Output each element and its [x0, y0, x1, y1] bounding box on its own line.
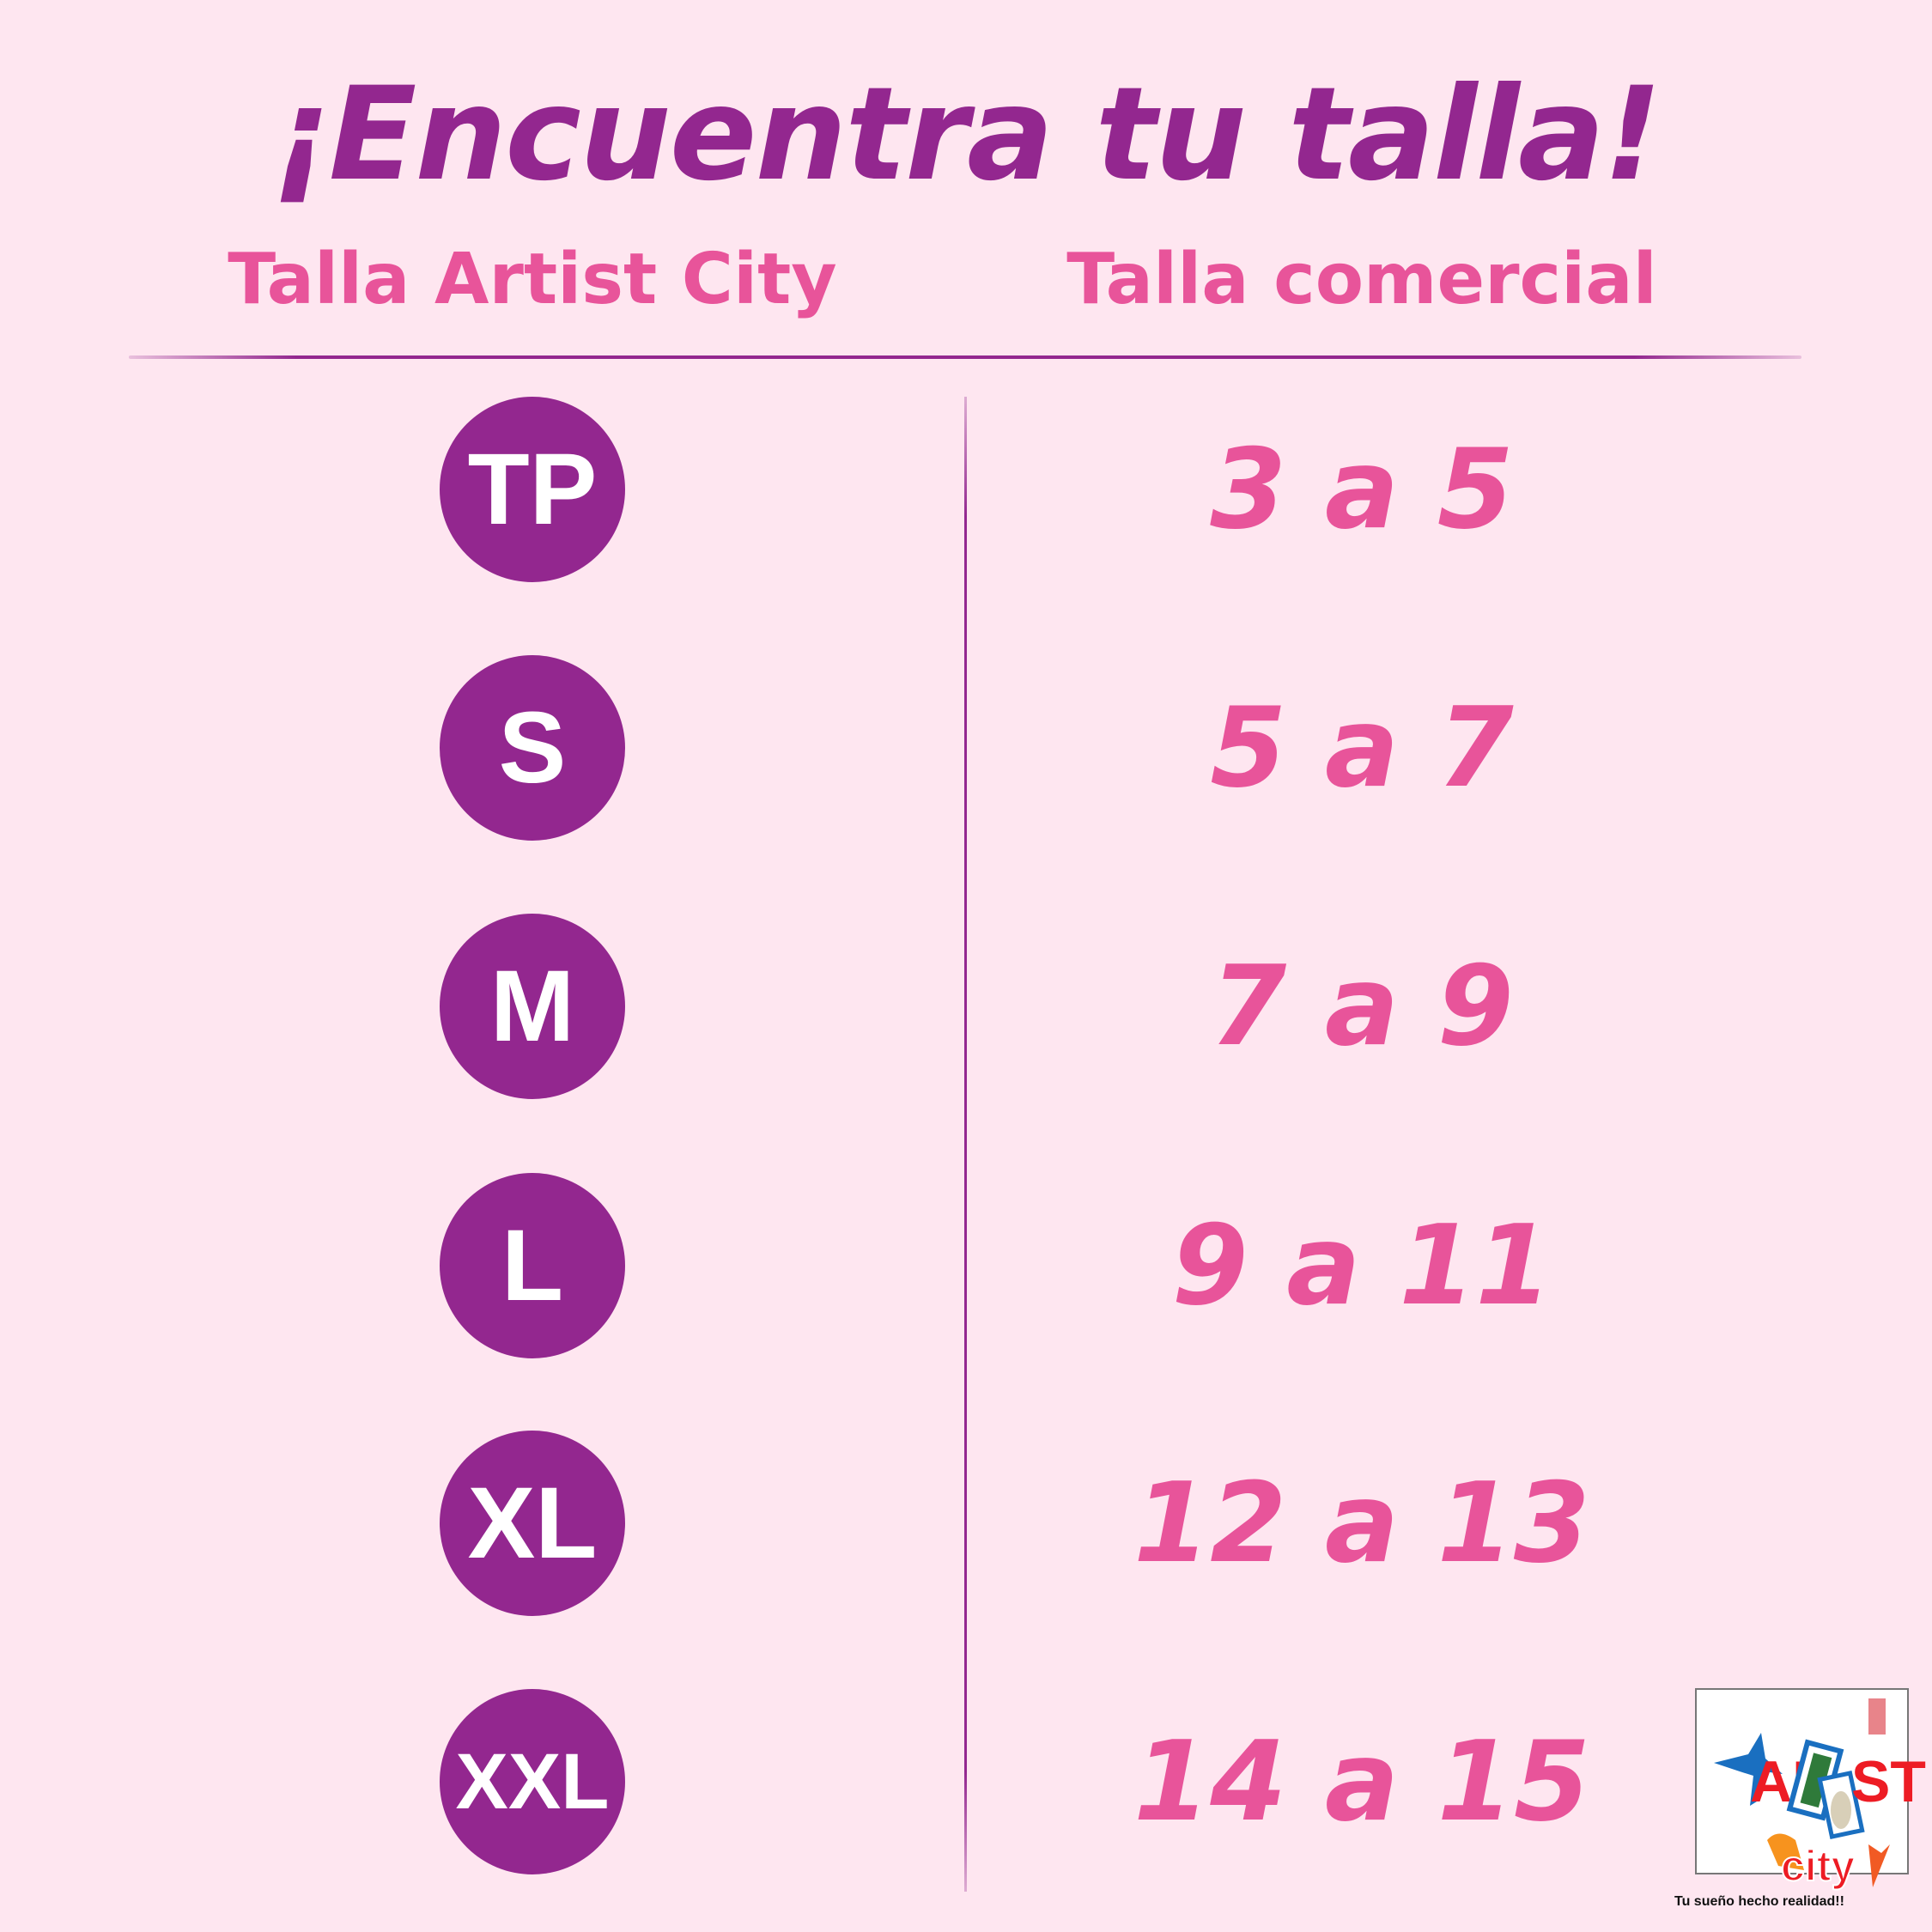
- commercial-range: 7 a 9: [1210, 942, 1514, 1071]
- header-artist-city-size: Talla Artist City: [228, 239, 837, 320]
- size-badge: XXL: [440, 1689, 625, 1874]
- size-row: TP 3 a 5: [0, 397, 1932, 582]
- size-badge: M: [440, 914, 625, 1099]
- commercial-range: 3 a 5: [1210, 425, 1514, 554]
- vertical-divider: [964, 397, 967, 1892]
- size-badge: S: [440, 655, 625, 841]
- size-row: L 9 a 11: [0, 1173, 1932, 1358]
- size-row: S 5 a 7: [0, 655, 1932, 841]
- commercial-range: 9 a 11: [1171, 1201, 1552, 1330]
- svg-text:ST: ST: [1851, 1749, 1926, 1814]
- size-row: XL 12 a 13: [0, 1431, 1932, 1616]
- logo-graphic: AR ST city: [1714, 1698, 1926, 1891]
- size-row: XXL 14 a 15: [0, 1689, 1932, 1874]
- commercial-range: 14 a 15: [1133, 1717, 1590, 1846]
- logo-tagline: Tu sueño hecho realidad!!: [1674, 1894, 1844, 1909]
- size-row: M 7 a 9: [0, 914, 1932, 1099]
- svg-text:city: city: [1781, 1842, 1855, 1890]
- size-badge: TP: [440, 397, 625, 582]
- commercial-range: 12 a 13: [1133, 1459, 1590, 1588]
- horizontal-divider: [129, 355, 1801, 359]
- size-badge: L: [440, 1173, 625, 1358]
- size-badge: XL: [440, 1431, 625, 1616]
- header-commercial-size: Talla comercial: [1066, 239, 1657, 320]
- page-title: ¡Encuentra tu talla!: [271, 60, 1662, 210]
- artist-city-logo: AR ST city: [1695, 1688, 1926, 1891]
- commercial-range: 5 a 7: [1210, 683, 1514, 812]
